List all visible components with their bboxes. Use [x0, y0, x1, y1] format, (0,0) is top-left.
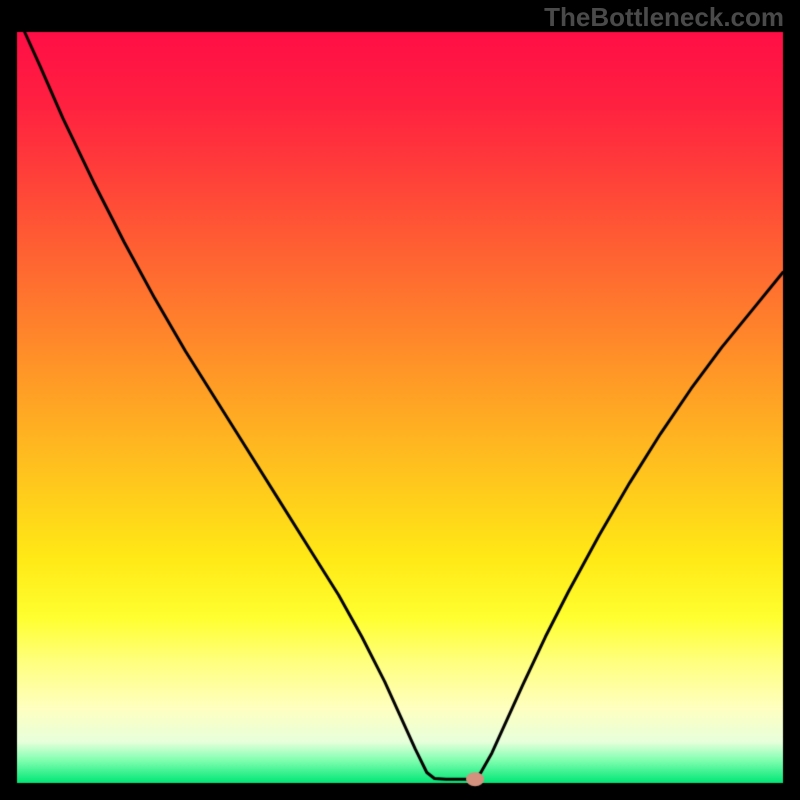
watermark-text: TheBottleneck.com	[544, 2, 784, 33]
bottleneck-curve	[0, 0, 800, 800]
chart-container: TheBottleneck.com	[0, 0, 800, 800]
